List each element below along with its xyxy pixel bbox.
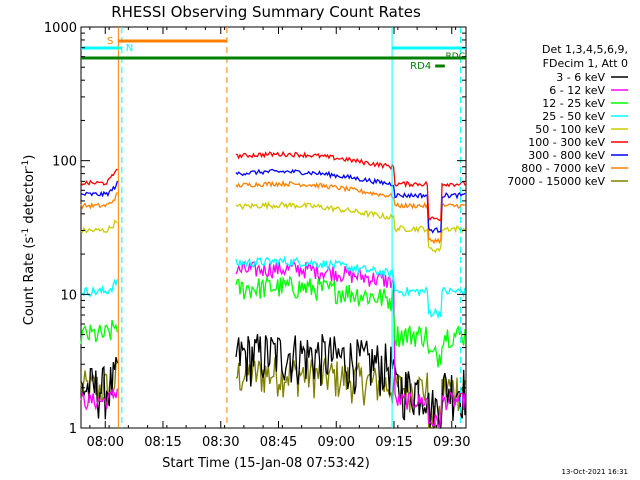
legend-label-0: 3 - 6 keV [556, 71, 605, 84]
legend-label-5: 100 - 300 keV [528, 136, 605, 149]
y-tick-label-1: 10 [60, 288, 77, 303]
x-tick-label-6: 09:30 [433, 435, 470, 450]
legend-label-4: 50 - 100 keV [535, 123, 605, 136]
legend-label-1: 6 - 12 keV [549, 84, 605, 97]
axis-ticks: 08:00 08:15 08:30 08:45 09:00 09:15 09:30 1 10 10… [44, 21, 471, 450]
series-line-25-50keV [235, 255, 466, 320]
rdc-label: RDC [446, 52, 465, 62]
legend-header-2: FDecim 1, Att 0 [543, 57, 628, 70]
legend: Det 1,3,4,5,6,9, FDecim 1, Att 0 3 - 6 k… [507, 43, 628, 188]
series-line-6-12keV [80, 388, 119, 411]
series-line-800-7000keV [235, 179, 466, 245]
x-axis-label: Start Time (15-Jan-08 07:53:42) [162, 456, 370, 471]
plot-frame [80, 26, 467, 429]
series-line-25-50keV [80, 278, 119, 297]
annotation-layer: S N RDC RD4 [81, 27, 466, 428]
x-tick-label-5: 09:15 [375, 435, 412, 450]
y-tick-label-3: 1000 [44, 21, 77, 36]
y-axis-label: Count Rate (s-1 detector-1) [21, 155, 37, 326]
y-axis-label-sup1: -1 [21, 228, 31, 237]
x-tick-label-3: 08:45 [260, 435, 297, 450]
x-tick-label-2: 08:30 [202, 435, 239, 450]
series-line-50-100keV [235, 200, 466, 254]
series-layer [80, 150, 466, 429]
legend-header-1: Det 1,3,4,5,6,9, [542, 43, 628, 56]
series-line-12-25keV [80, 319, 119, 345]
plot-area [80, 26, 467, 429]
series-line-3-6keV [80, 356, 119, 420]
series-line-100-300keV [80, 168, 118, 186]
chart-title: RHESSI Observing Summary Count Rates [111, 3, 421, 21]
y-tick-label-2: 100 [52, 155, 77, 170]
legend-label-6: 300 - 800 keV [528, 149, 605, 162]
rd4-label: RD4 [410, 61, 431, 72]
legend-label-3: 25 - 50 keV [542, 110, 605, 123]
series-line-300-800keV [235, 168, 466, 234]
x-tick-label-1: 08:15 [144, 435, 181, 450]
series-line-7000-15000keV [235, 357, 466, 429]
series-line-50-100keV [80, 219, 118, 234]
series-line-3-6keV [235, 334, 466, 429]
y-axis-label-mid: detector [22, 168, 37, 228]
footer-date: 13-Oct-2021 16:31 [562, 468, 628, 476]
night-label: N [126, 43, 133, 54]
y-axis-label-end: ) [22, 155, 37, 160]
legend-label-2: 12 - 25 keV [542, 97, 605, 110]
y-axis-label-main: Count Rate (s [22, 237, 37, 326]
y-tick-label-0: 1 [69, 422, 77, 437]
legend-label-8: 7000 - 15000 keV [507, 175, 605, 188]
series-line-100-300keV [235, 150, 466, 222]
x-tick-label-0: 08:00 [87, 435, 124, 450]
saa-label: S [107, 36, 113, 47]
y-axis-label-sup2: -1 [21, 160, 31, 169]
series-line-800-7000keV [80, 192, 118, 210]
x-tick-label-4: 09:00 [318, 435, 355, 450]
legend-label-7: 800 - 7000 keV [521, 162, 605, 175]
series-line-300-800keV [80, 180, 119, 198]
series-line-12-25keV [235, 275, 466, 368]
